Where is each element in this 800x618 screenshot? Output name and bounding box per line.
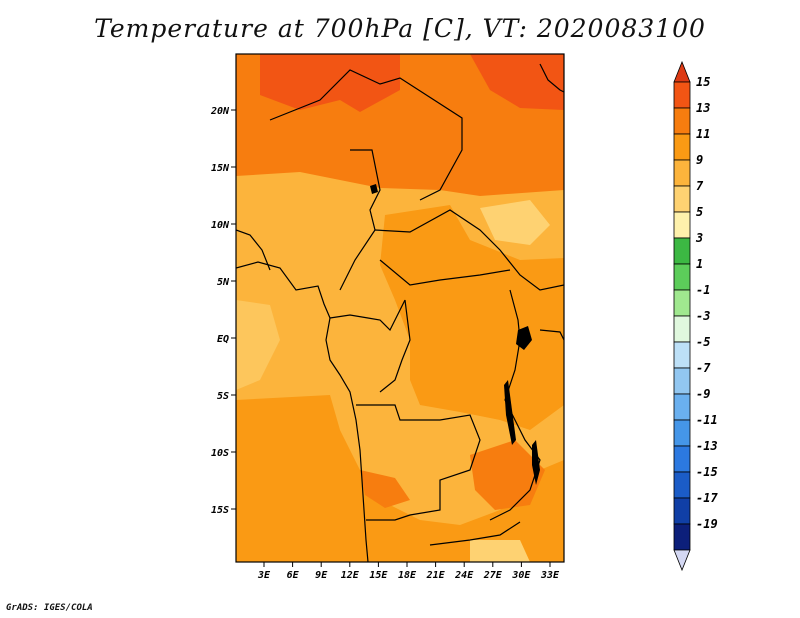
colorbar-segment <box>673 289 691 317</box>
border-kenya-uganda <box>539 329 564 341</box>
field-cool-atlantic <box>236 300 280 390</box>
lat-tick-label: 10N <box>211 220 230 231</box>
colorbar-segment <box>673 393 691 421</box>
latitude-axis: 20N 15N 10N 5N EQ 5S 10S 15S <box>210 106 236 516</box>
country-borders <box>236 63 564 562</box>
longitude-axis: 3E 6E 9E 12E 15E 18E 21E 24E 27E 30E 33E <box>257 562 560 581</box>
coastline-red-sea <box>539 63 564 93</box>
colorbar-label: -5 <box>696 335 710 349</box>
field-cool-south-east <box>470 540 530 562</box>
colorbar-label: 3 <box>695 231 703 245</box>
colorbar-segment <box>673 471 691 499</box>
field-warm-angola <box>360 470 410 508</box>
colorbar-top-arrow <box>673 60 691 83</box>
lake-victoria <box>516 326 532 350</box>
lon-tick-label: 21E <box>426 570 446 581</box>
colorbar-label: -11 <box>696 413 718 427</box>
lat-tick-label: 15N <box>211 163 230 174</box>
lon-tick-label: 30E <box>511 570 531 581</box>
colorbar-segment <box>673 107 691 135</box>
colorbar-segment <box>673 497 691 525</box>
colorbar-label: 7 <box>696 179 704 193</box>
colorbar-label: 1 <box>696 257 703 271</box>
colorbar-label: 5 <box>696 205 703 219</box>
lon-tick-label: 27E <box>483 570 503 581</box>
map-frame <box>235 53 565 563</box>
grads-credit: GrADS: IGES/COLA <box>6 603 93 613</box>
field-southern-plateau <box>236 395 564 562</box>
colorbar-label: -9 <box>696 387 710 401</box>
colorbar-segment <box>673 367 691 395</box>
colorbar-label: -17 <box>696 491 718 505</box>
colorbar-segment <box>673 315 691 343</box>
colorbar-segment <box>673 185 691 213</box>
colorbar-label: -19 <box>696 517 718 531</box>
lon-tick-label: 33E <box>540 570 560 581</box>
temperature-field <box>236 54 564 562</box>
colorbar-segment <box>673 523 691 551</box>
colorbar-segment <box>673 159 691 187</box>
lon-tick-label: 18E <box>398 570 417 581</box>
colorbar-label: -15 <box>696 465 718 479</box>
lon-tick-label: 6E <box>287 570 300 581</box>
colorbar-label: 15 <box>696 75 710 89</box>
colorbar-segment <box>673 211 691 239</box>
lake-chad <box>370 184 378 194</box>
colorbar-segment <box>673 263 691 291</box>
lon-tick-label: 12E <box>341 570 360 581</box>
border-car-drc <box>379 259 511 286</box>
coastline-gulf-of-guinea <box>236 261 331 319</box>
lon-tick-label: 3E <box>257 570 271 581</box>
colorbar: 15 13 11 9 7 5 3 1 -1 -3 -5 -7 -9 -11 -13 -15 -17 -19 <box>673 60 718 572</box>
colorbar-bottom-arrow <box>673 549 691 572</box>
border-car-sudan <box>374 209 564 291</box>
border-nigeria-west <box>236 229 271 271</box>
lon-tick-label: 24E <box>454 570 474 581</box>
lat-tick-label: 20N <box>210 106 230 117</box>
colorbar-label: 11 <box>696 127 710 141</box>
lat-tick-label: 5S <box>217 391 229 402</box>
lakes <box>370 184 540 485</box>
lake-malawi <box>532 440 540 485</box>
colorbar-label: 9 <box>696 153 703 167</box>
lat-tick-label: EQ <box>217 334 229 345</box>
border-gabon-congo <box>329 299 406 332</box>
colorbar-segment <box>673 237 691 265</box>
lat-tick-label: 5N <box>217 277 230 288</box>
lon-tick-label: 15E <box>369 570 388 581</box>
colorbar-label: -7 <box>696 361 711 375</box>
coastline-west-central <box>325 317 369 562</box>
field-cool-south-sudan <box>480 200 550 245</box>
field-hot-north-west <box>260 54 400 112</box>
border-libya-chad-sudan <box>269 69 463 201</box>
colorbar-segment <box>673 419 691 447</box>
lon-tick-label: 9E <box>315 570 328 581</box>
lake-tanganyika <box>504 380 516 445</box>
colorbar-segment <box>673 81 691 109</box>
map-title: Temperature at 700hPa [C], VT: 202008310… <box>94 14 706 43</box>
border-zambia-zimbabwe <box>429 521 521 546</box>
colorbar-label: -3 <box>696 309 710 323</box>
field-hot-north-east <box>470 54 564 110</box>
colorbar-label: 13 <box>696 101 710 115</box>
border-chad-cameroon <box>339 149 381 291</box>
field-congo-basin <box>380 205 564 430</box>
colorbar-segment <box>673 341 691 369</box>
colorbar-segment <box>673 445 691 473</box>
colorbar-segment <box>673 133 691 161</box>
field-warm-zambia <box>470 440 545 510</box>
border-angola <box>356 404 481 521</box>
colorbar-label: -1 <box>696 283 710 297</box>
colorbar-label: -13 <box>696 439 718 453</box>
border-congo-drc <box>379 299 411 393</box>
lat-tick-label: 15S <box>211 505 229 516</box>
lat-tick-label: 10S <box>211 448 229 459</box>
